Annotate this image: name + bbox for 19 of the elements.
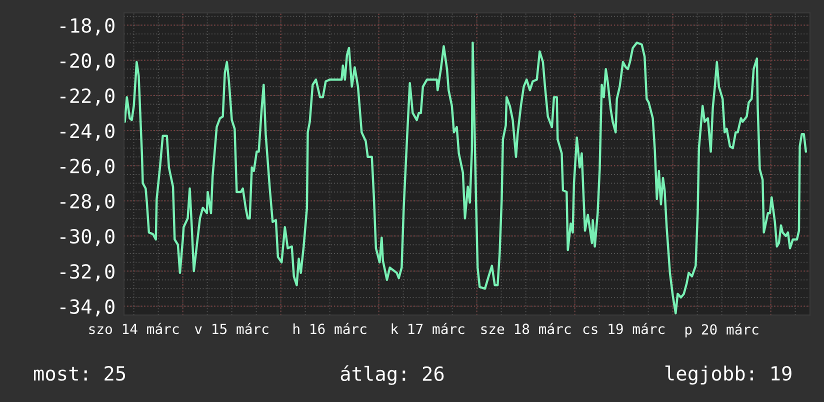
x-tick-label: sze 18 márc <box>481 322 571 334</box>
x-tick-label: v 15 márc <box>194 322 268 334</box>
y-tick-label: -20,0 <box>60 53 114 70</box>
y-tick-label: -30,0 <box>60 228 114 246</box>
x-tick-label: cs 19 márc <box>583 322 664 334</box>
y-tick-label: -22,0 <box>60 88 114 106</box>
y-tick-label: -26,0 <box>60 158 114 176</box>
x-tick-label: h 16 márc <box>294 322 366 334</box>
y-tick-label: -18,0 <box>60 18 114 36</box>
y-tick-label: -34,0 <box>60 299 114 316</box>
text: átlag: 26 <box>340 365 444 385</box>
y-tick-label: -28,0 <box>60 194 114 211</box>
x-tick-label: szo 14 márc <box>89 322 179 334</box>
x-tick-label: p 20 márc <box>685 323 758 338</box>
text: legjobb: 19 <box>665 366 792 385</box>
x-tick-label: k 17 márc <box>392 322 464 334</box>
text: most: 25 <box>34 366 126 381</box>
y-tick-label: -24,0 <box>60 124 114 141</box>
y-tick-label: -32,0 <box>60 264 114 282</box>
